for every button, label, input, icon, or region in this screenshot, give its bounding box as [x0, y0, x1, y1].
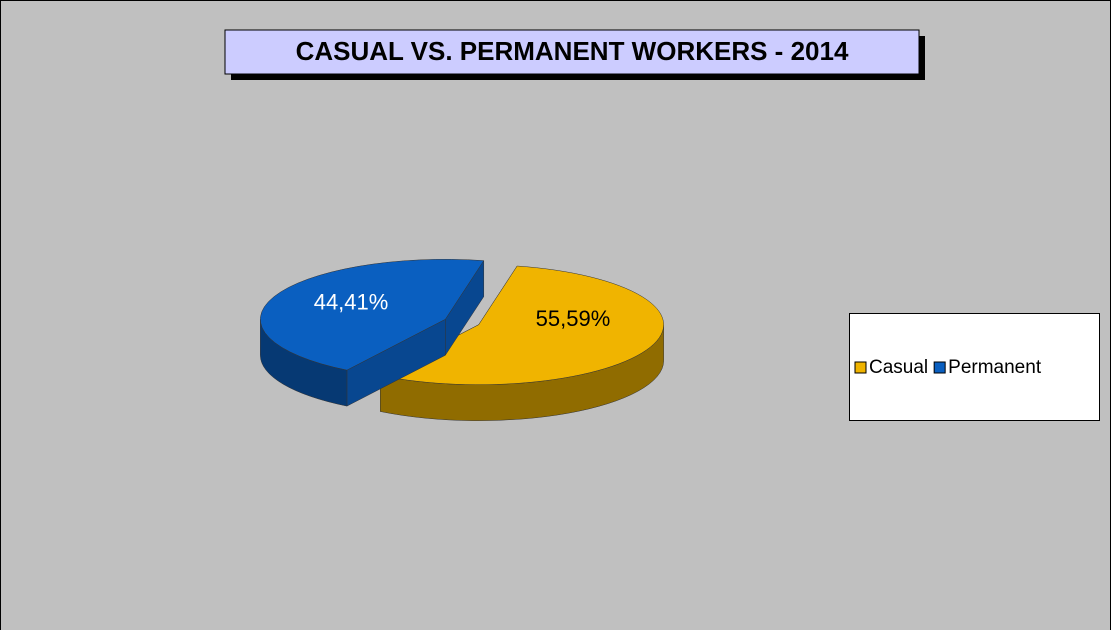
legend-swatch: [933, 361, 946, 374]
legend-label: Permanent: [948, 357, 1042, 378]
title-box: [224, 29, 920, 75]
legend-swatch: [854, 361, 867, 374]
slice-top: [260, 259, 485, 371]
pie-slice: [260, 259, 485, 407]
pie-slice: [379, 265, 664, 421]
legend-box: [849, 313, 1100, 421]
legend-label: Casual: [869, 357, 928, 378]
data-label: 44,41%: [314, 289, 389, 314]
slice-top: [379, 265, 664, 385]
data-label: 55,59%: [536, 306, 611, 331]
chart-title: CASUAL VS. PERMANENT WORKERS - 2014: [296, 36, 849, 66]
